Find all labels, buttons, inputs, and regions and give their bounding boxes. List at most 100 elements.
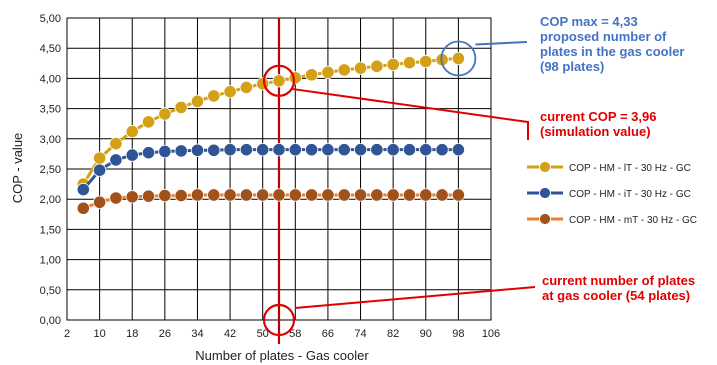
series-point: [207, 143, 221, 157]
series-point: [288, 143, 302, 157]
y-tick-label: 5,00: [40, 13, 61, 25]
highlight-circles: [262, 40, 477, 337]
legend-marker: [539, 187, 551, 199]
series-point: [93, 163, 107, 177]
series-point: [419, 188, 433, 202]
legend-marker: [539, 161, 551, 173]
current-cop-line-2: (simulation value): [540, 124, 651, 139]
y-tick-label: 0,50: [40, 285, 61, 297]
series-point: [419, 143, 433, 157]
x-tick-label: 42: [224, 328, 236, 340]
series-point: [190, 188, 205, 202]
x-tick-label: 106: [482, 328, 500, 340]
cop-max-line-4: (98 plates): [540, 59, 605, 74]
series-point: [402, 143, 417, 157]
series-point: [239, 80, 253, 95]
series-line: [82, 56, 459, 185]
series-point: [223, 85, 237, 99]
series-point: [158, 144, 172, 159]
series-point: [125, 190, 139, 204]
y-tick-label: 3,00: [40, 134, 61, 146]
legend-label: COP - HM - iT - 30 Hz - GC: [569, 189, 691, 200]
series-point: [223, 188, 237, 202]
series-point: [386, 188, 400, 202]
series-point: [239, 188, 253, 202]
x-tick-labels: 2 10 18 26 34 42 50 58 66 74 82 90 98 106: [64, 328, 500, 340]
x-tick-label: 50: [257, 328, 269, 340]
x-tick-label: 34: [191, 328, 203, 340]
series-point: [174, 100, 188, 114]
current-plates-circle: [262, 303, 296, 337]
series-point: [402, 188, 417, 202]
legend-label: COP - HM - lT - 30 Hz - GC: [569, 163, 691, 174]
y-tick-label: 3,50: [40, 104, 61, 116]
series-point: [207, 188, 221, 202]
series-point: [337, 143, 351, 157]
series-point: [223, 143, 237, 157]
y-tick-label: 4,50: [40, 43, 61, 55]
series-point: [125, 148, 139, 162]
series-point: [353, 188, 368, 202]
series-point: [207, 89, 221, 103]
series-point: [321, 143, 335, 157]
series-point: [353, 61, 368, 75]
series-point: [174, 144, 188, 158]
series-point: [386, 57, 400, 72]
data-series: [76, 51, 465, 215]
series-point: [435, 143, 449, 157]
series-point: [109, 153, 123, 167]
series-point: [76, 182, 90, 197]
series-point: [109, 137, 123, 151]
x-tick-label: 58: [289, 328, 301, 340]
series-point: [239, 143, 253, 157]
x-tick-label: 66: [322, 328, 334, 340]
x-tick-label: 90: [420, 328, 432, 340]
x-tick-label: 26: [159, 328, 171, 340]
series-point: [321, 188, 335, 202]
y-tick-label: 1,00: [40, 255, 61, 267]
series-point: [174, 188, 188, 203]
current-plates-line-1: current number of plates: [542, 273, 696, 288]
series-point: [337, 188, 351, 202]
x-tick-label: 82: [387, 328, 399, 340]
series-point: [419, 54, 433, 69]
current-cop-annotation: current COP = 3,96 (simulation value): [540, 109, 656, 139]
current-cop-line-1: current COP = 3,96: [540, 109, 657, 124]
cop-max-line-3: plates in the gas cooler: [540, 44, 685, 59]
cop-max-line-1: COP max = 4,33: [540, 14, 638, 29]
y-axis-title: COP - value: [10, 133, 25, 204]
legend-marker: [539, 213, 551, 225]
series-point: [370, 143, 384, 157]
series-point: [256, 143, 270, 157]
series-point: [158, 188, 172, 203]
series-point: [435, 188, 449, 202]
series-point: [141, 146, 156, 160]
current-cop-connector: [290, 87, 529, 140]
series-point: [288, 188, 302, 202]
y-tick-label: 0,00: [40, 315, 61, 327]
series-line: [82, 148, 459, 191]
series-point: [158, 107, 172, 121]
x-tick-label: 18: [126, 328, 138, 340]
y-tick-labels: 0,00 0,50 1,00 1,50 2,00 2,50 3,00 3,50 4,00 4,50…: [40, 13, 61, 327]
series-point: [125, 124, 139, 139]
series-point: [370, 59, 384, 73]
current-plates-line-2: at gas cooler (54 plates): [542, 288, 691, 303]
series-point: [93, 195, 107, 209]
series-point: [190, 94, 205, 108]
series-point: [386, 143, 400, 157]
series-line: [82, 193, 459, 210]
y-tick-label: 1,50: [40, 224, 61, 236]
cop-max-circle: [440, 40, 477, 77]
series-point: [190, 143, 205, 157]
cop-max-connector: [475, 41, 528, 46]
y-tick-label: 2,50: [40, 164, 61, 176]
x-tick-label: 98: [452, 328, 464, 340]
series-point: [451, 188, 465, 202]
series-point: [353, 143, 368, 157]
series-point: [141, 115, 156, 129]
x-tick-label: 74: [354, 328, 366, 340]
legend: COP - HM - lT - 30 Hz - GC COP - HM - iT …: [527, 161, 697, 226]
series-point: [272, 74, 286, 88]
